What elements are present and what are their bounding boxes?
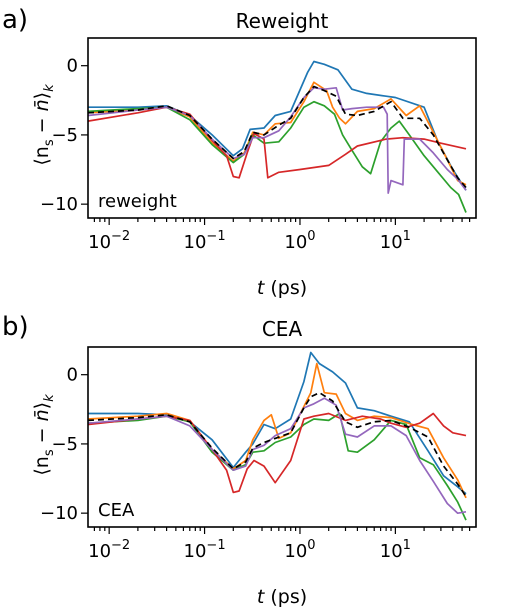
panel-label: b)	[2, 312, 29, 342]
x-axis-label: t (ps)	[257, 586, 307, 608]
series-line-4	[87, 412, 467, 494]
panel-label: a)	[2, 5, 28, 35]
x-tick-label: 10−2	[88, 229, 130, 253]
plot-area: 10−2 10−1 100 101 0 −5 −10	[40, 56, 471, 253]
series-line-2	[87, 81, 467, 186]
y-axis-label: ⟨ns − n̄⟩k	[31, 394, 57, 476]
plot-frame	[87, 346, 477, 528]
series-line-6	[87, 85, 467, 189]
x-tick-label: 10−2	[88, 538, 130, 562]
plot-frame	[87, 37, 477, 219]
y-tick-label: −5	[51, 125, 78, 146]
x-axis-label: t (ps)	[257, 277, 307, 299]
y-axis-label: ⟨ns − n̄⟩k	[31, 84, 57, 166]
y-tick-label: 0	[67, 56, 78, 77]
x-tick-label: 10−1	[184, 229, 226, 253]
series-line-6	[87, 391, 467, 497]
panel-a: a) Reweight ⟨ns − n̄⟩k 10−2 10−1 100 101 0 −5…	[2, 5, 477, 299]
y-tick-label: 0	[67, 365, 78, 386]
series-line-5	[87, 86, 467, 194]
x-tick-label: 101	[380, 538, 411, 562]
y-tick-label: −10	[40, 503, 78, 524]
series-line-3	[87, 412, 467, 521]
series-line-3	[87, 100, 467, 213]
series-line-5	[87, 397, 467, 515]
y-tick-label: −5	[51, 434, 78, 455]
chart-title: Reweight	[236, 9, 329, 33]
x-tick-label: 100	[284, 538, 315, 562]
x-tick-label: 101	[380, 229, 411, 253]
chart-title: CEA	[262, 317, 303, 341]
panel-b: b) CEA ⟨ns − n̄⟩k 10−2 10−1 100 101 0 −5 −10 C…	[2, 312, 477, 608]
y-tick-label: −10	[40, 194, 78, 215]
plot-area: 10−2 10−1 100 101 0 −5 −10	[40, 351, 471, 562]
panel-annotation: reweight	[98, 191, 177, 212]
panel-annotation: CEA	[98, 500, 135, 521]
x-tick-label: 100	[284, 229, 315, 253]
x-tick-label: 10−1	[184, 538, 226, 562]
series-line-1	[88, 351, 467, 495]
series-line-1	[88, 60, 467, 191]
